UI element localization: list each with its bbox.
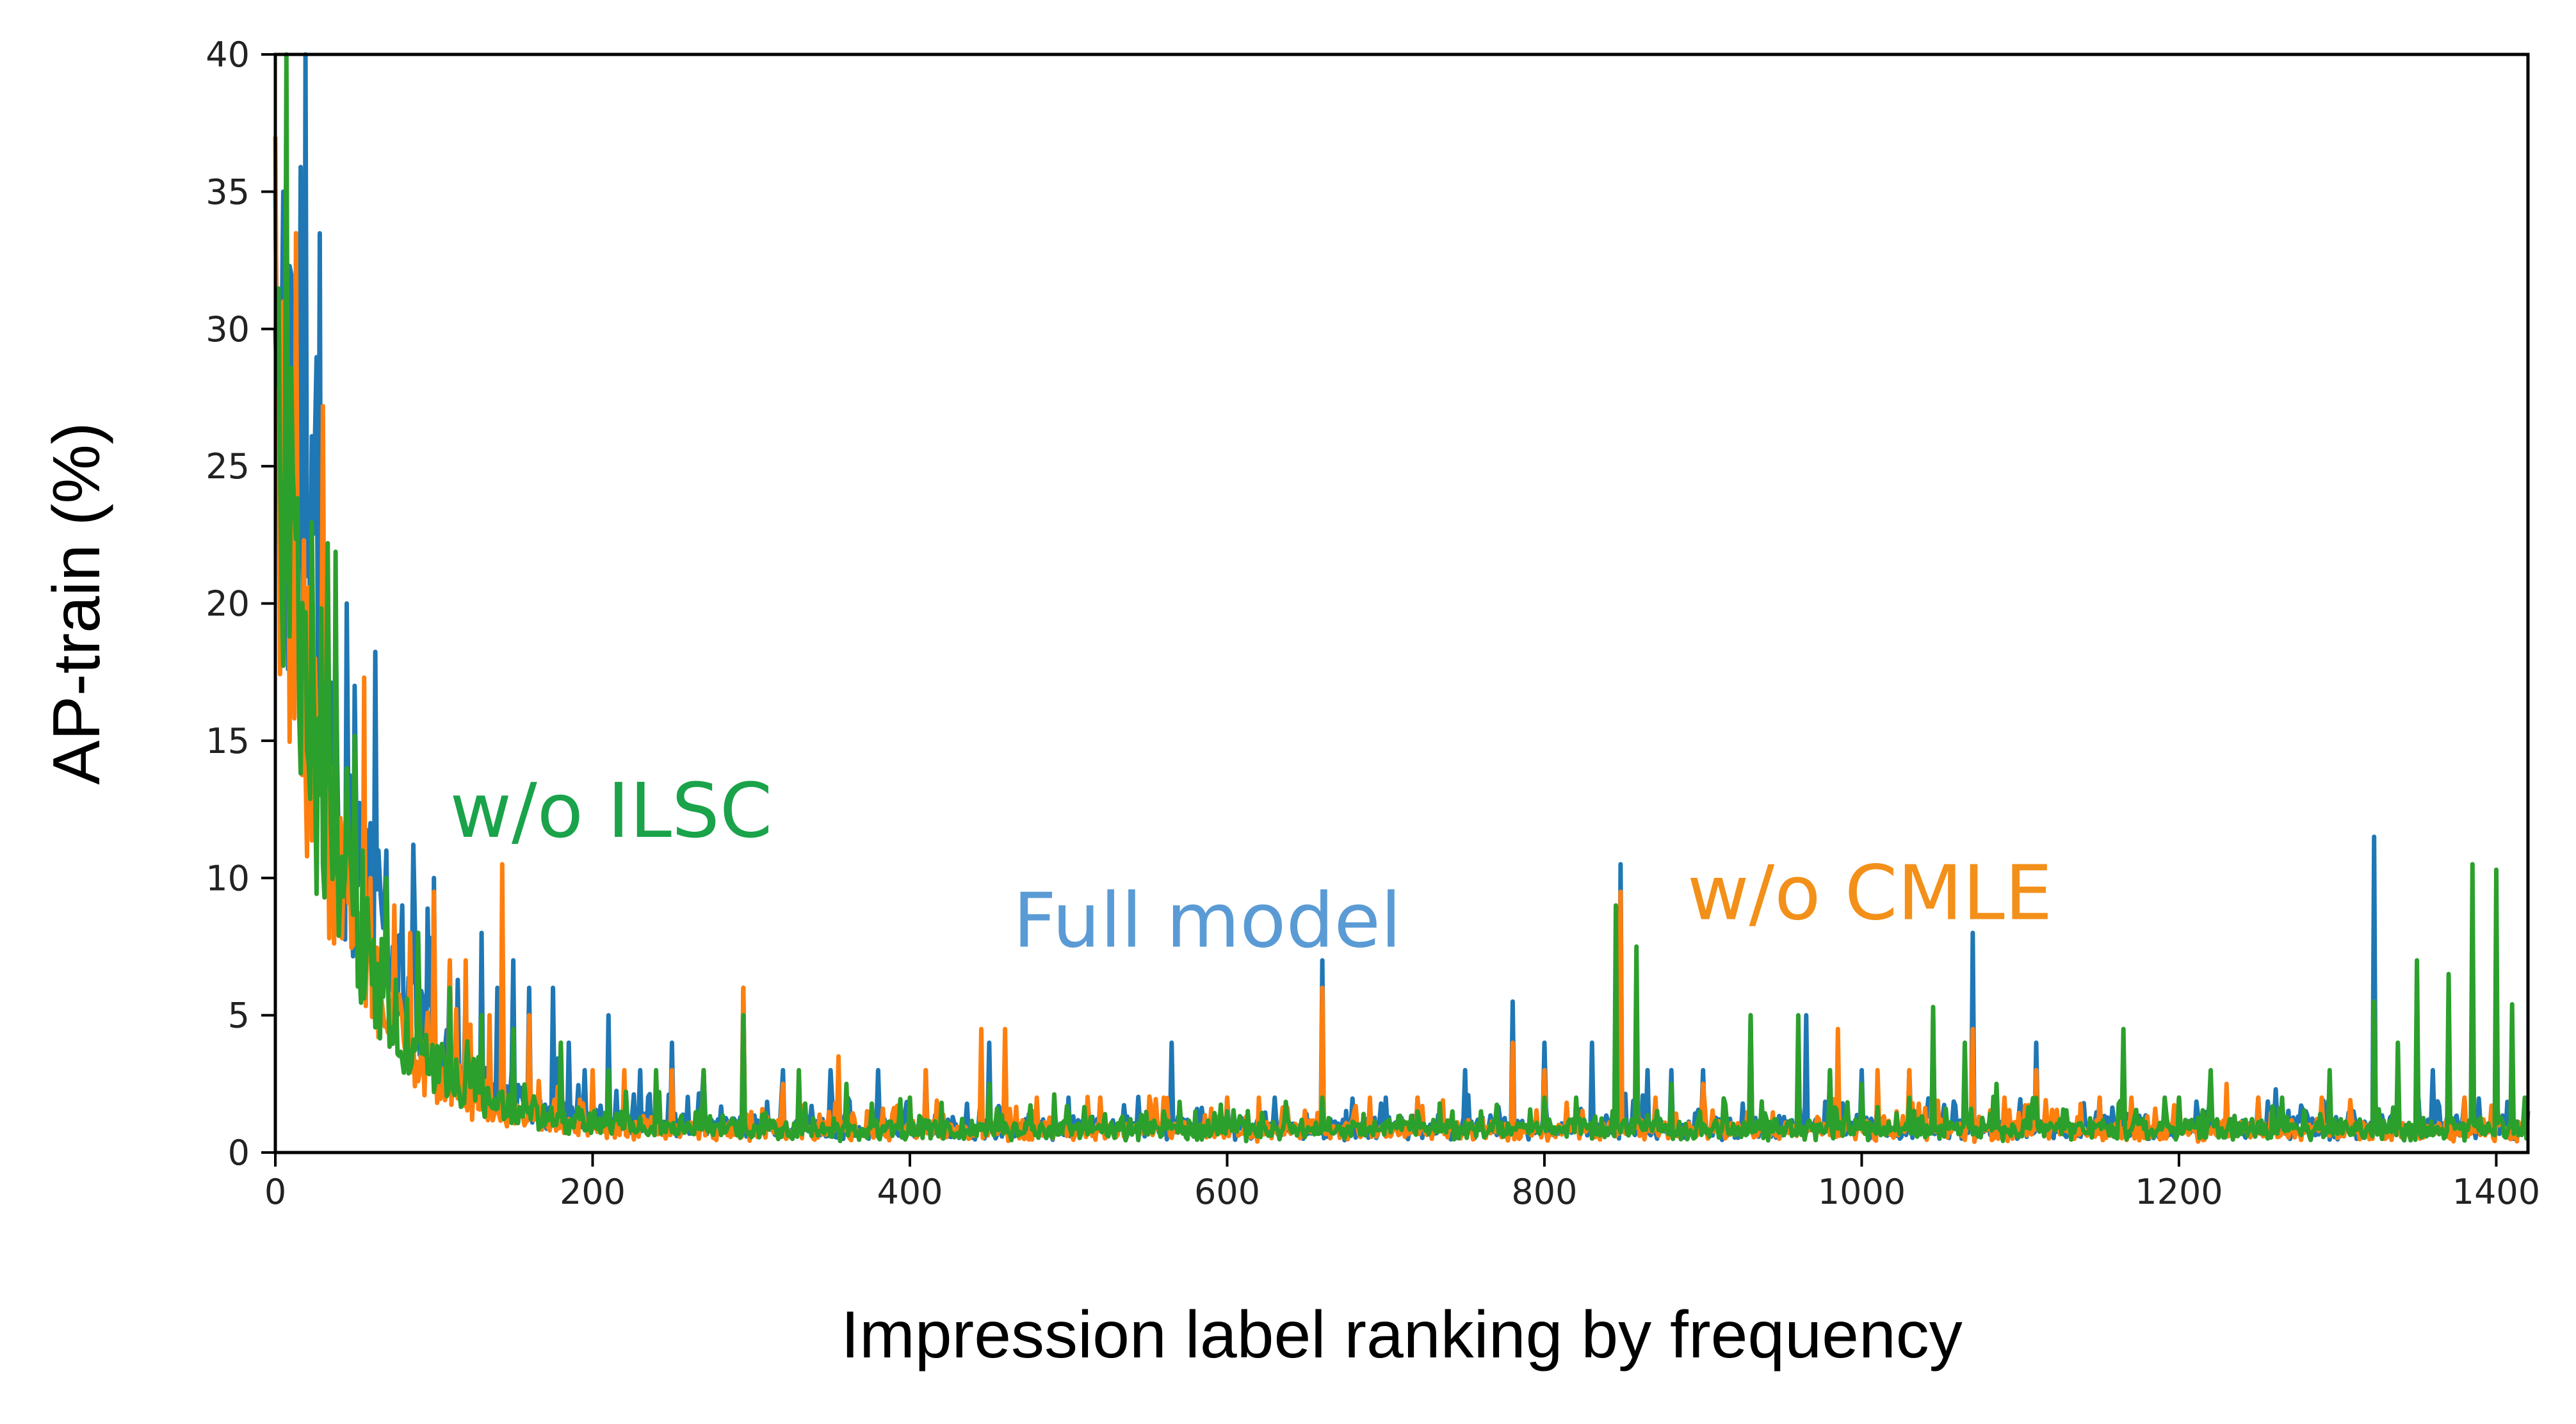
x-tick-label: 1200	[2135, 1172, 2223, 1212]
y-tick-label: 20	[206, 584, 250, 624]
x-tick-label: 200	[560, 1172, 626, 1212]
x-tick-label: 0	[264, 1172, 286, 1212]
x-tick-label: 1000	[1818, 1172, 1906, 1212]
y-tick-label: 10	[206, 858, 250, 898]
x-axis: 0 200 400 600 800 1000 1200 1400	[264, 1153, 2540, 1212]
series-annotation: w/o CMLE	[1687, 849, 2052, 937]
series-annotation: Full model	[1013, 876, 1402, 964]
y-axis-title: AP-train (%)	[40, 422, 114, 784]
x-tick-label: 1400	[2452, 1172, 2540, 1212]
y-tick-label: 25	[206, 446, 250, 487]
y-axis: 0 5 10 15 20 25 30 35 40	[206, 35, 275, 1173]
y-tick-label: 0	[228, 1133, 250, 1173]
y-tick-label: 35	[206, 172, 250, 212]
x-axis-title: Impression label ranking by frequency	[841, 1298, 1963, 1372]
x-tick-label: 800	[1511, 1172, 1577, 1212]
y-tick-label: 40	[206, 35, 250, 75]
x-tick-label: 600	[1194, 1172, 1260, 1212]
annotations-layer: w/o ILSC Full model w/o CMLE	[450, 766, 2053, 965]
y-tick-label: 30	[206, 309, 250, 350]
series-line-3	[273, 52, 2531, 1144]
x-tick-label: 400	[877, 1172, 943, 1212]
y-tick-label: 15	[206, 721, 250, 761]
y-tick-label: 5	[228, 996, 250, 1036]
series-layer	[273, 52, 2531, 1144]
series-annotation: w/o ILSC	[450, 766, 773, 855]
